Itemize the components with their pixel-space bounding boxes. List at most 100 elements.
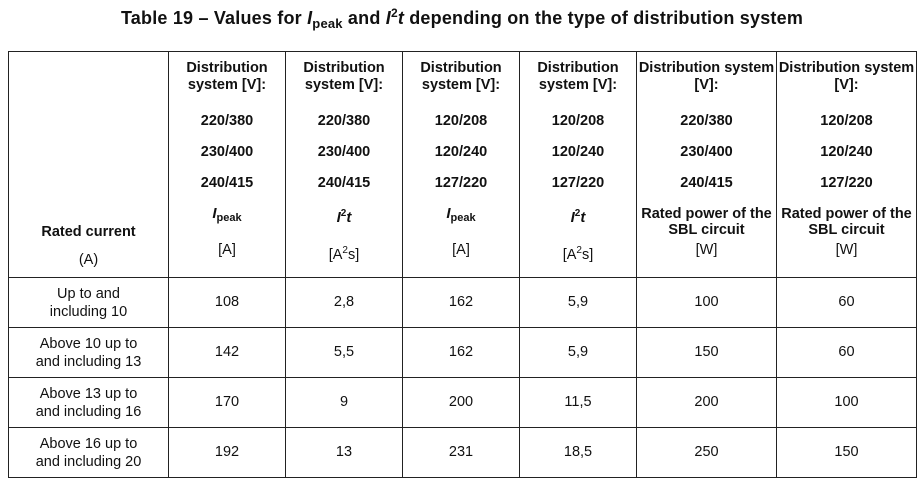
system-label: Distribution system [V]: (186, 60, 268, 93)
value-cell: 5,5 (285, 327, 403, 378)
unit-part: [A (328, 246, 343, 263)
value-cell: 142 (168, 327, 286, 378)
qty-subscript: peak (216, 212, 242, 224)
voltage-2: 120/240 (434, 144, 488, 160)
values-table: Rated current (A) Distribution system [V… (8, 51, 917, 478)
voltage-2: 230/400 (200, 144, 254, 160)
qty-symbol: I (212, 205, 217, 222)
qty-t: t (580, 209, 586, 226)
unit-tail: s] (581, 246, 594, 263)
unit-label: [W] (835, 242, 858, 258)
voltage-1: 120/208 (820, 113, 873, 129)
value-cell: 150 (636, 327, 777, 378)
title-suffix: depending on the type of distribution sy… (404, 8, 804, 28)
voltage-3: 127/220 (551, 175, 605, 191)
title-prefix: Table 19 – Values for (120, 8, 308, 28)
header-col-3: Distribution system [V]: 120/208 120/240… (402, 51, 520, 278)
value-cell: 170 (168, 377, 286, 428)
system-label: Distribution system [V]: (537, 60, 619, 93)
title-i2t-t: t (397, 8, 405, 28)
rated-current-cell: Above 16 up to and including 20 (8, 427, 169, 478)
header-rated-current: Rated current (A) (8, 51, 169, 278)
voltage-2: 120/240 (820, 144, 873, 160)
value-cell: 100 (776, 377, 917, 428)
unit-superscript: 2 (342, 245, 348, 256)
voltage-2: 230/400 (317, 144, 371, 160)
rated-current-label: Rated current (41, 224, 136, 240)
qty-superscript: 2 (574, 208, 581, 219)
qty-superscript: 2 (340, 208, 347, 219)
qty-symbol: I (570, 209, 575, 226)
rc-line-1: Up to and (57, 285, 120, 302)
rc-line-2: including 10 (49, 303, 128, 320)
qty-subscript: peak (450, 212, 476, 224)
voltage-3: 240/415 (200, 175, 254, 191)
rc-line-1: Above 13 up to (39, 385, 138, 402)
value-cell: 162 (402, 277, 520, 328)
value-cell: 2,8 (285, 277, 403, 328)
value-cell: 108 (168, 277, 286, 328)
header-col-6: Distribution system [V]: 120/208 120/240… (776, 51, 917, 278)
header-col-2: Distribution system [V]: 220/380 230/400… (285, 51, 403, 278)
voltage-3: 127/220 (820, 175, 873, 191)
qty-symbol: I (336, 209, 341, 226)
rated-current-cell: Above 10 up to and including 13 (8, 327, 169, 378)
qty-t: t (346, 209, 352, 226)
header-col-1: Distribution system [V]: 220/380 230/400… (168, 51, 286, 278)
voltage-2: 120/240 (551, 144, 605, 160)
value-cell: 60 (776, 277, 917, 328)
quantity-label: Ipeak (169, 206, 285, 242)
title-and: and (342, 8, 386, 28)
title-ipeak-subscript: peak (312, 16, 343, 31)
table-row: Above 10 up to and including 13 142 5,5 1… (8, 327, 917, 378)
unit-label: [A] (218, 242, 236, 258)
voltage-1: 120/208 (551, 113, 605, 129)
title-i2t-symbol: I (385, 8, 391, 28)
voltage-3: 240/415 (680, 175, 733, 191)
value-cell: 5,9 (519, 277, 637, 328)
qty-symbol: I (446, 205, 451, 222)
table-title: Table 19 – Values for Ipeak and I2t depe… (0, 6, 924, 31)
value-cell: 5,9 (519, 327, 637, 378)
header-row: Rated current (A) Distribution system [V… (8, 51, 917, 278)
voltage-1: 220/380 (200, 113, 254, 129)
value-cell: 60 (776, 327, 917, 378)
voltage-1: 120/208 (434, 113, 488, 129)
system-label: Distribution system [V]: (638, 60, 775, 93)
rated-current-cell: Up to and including 10 (8, 277, 169, 328)
unit-label: [A2s] (286, 242, 402, 264)
quantity-label: I2t (286, 206, 402, 242)
rc-line-1: Above 10 up to (39, 335, 138, 352)
system-label: Distribution system [V]: (303, 60, 385, 93)
value-cell: 231 (402, 427, 520, 478)
header-col-4: Distribution system [V]: 120/208 120/240… (519, 51, 637, 278)
unit-superscript: 2 (576, 245, 582, 256)
unit-label: [W] (695, 242, 718, 258)
unit-label: [A] (452, 242, 470, 258)
value-cell: 150 (776, 427, 917, 478)
value-cell: 100 (636, 277, 777, 328)
voltage-1: 220/380 (680, 113, 733, 129)
table-row: Above 16 up to and including 20 192 13 23… (8, 427, 917, 478)
rc-line-1: Above 16 up to (39, 435, 138, 452)
voltage-2: 230/400 (680, 144, 733, 160)
rc-line-2: and including 13 (35, 353, 142, 370)
value-cell: 200 (636, 377, 777, 428)
rc-line-2: and including 20 (35, 453, 142, 470)
value-cell: 192 (168, 427, 286, 478)
value-cell: 162 (402, 327, 520, 378)
title-ipeak-symbol: I (307, 8, 313, 28)
rc-line-2: and including 16 (35, 403, 142, 420)
quantity-label: Ipeak (403, 206, 519, 242)
title-i2t-superscript: 2 (390, 6, 398, 20)
system-label: Distribution system [V]: (778, 60, 915, 93)
header-col-5: Distribution system [V]: 220/380 230/400… (636, 51, 777, 278)
system-label: Distribution system [V]: (420, 60, 502, 93)
unit-part: [A (562, 246, 577, 263)
table-row: Above 13 up to and including 16 170 9 200… (8, 377, 917, 428)
value-cell: 11,5 (519, 377, 637, 428)
voltage-1: 220/380 (317, 113, 371, 129)
quantity-label: Rated power of the SBL circuit (641, 206, 772, 238)
voltage-3: 240/415 (317, 175, 371, 191)
unit-label: [A2s] (520, 242, 636, 264)
